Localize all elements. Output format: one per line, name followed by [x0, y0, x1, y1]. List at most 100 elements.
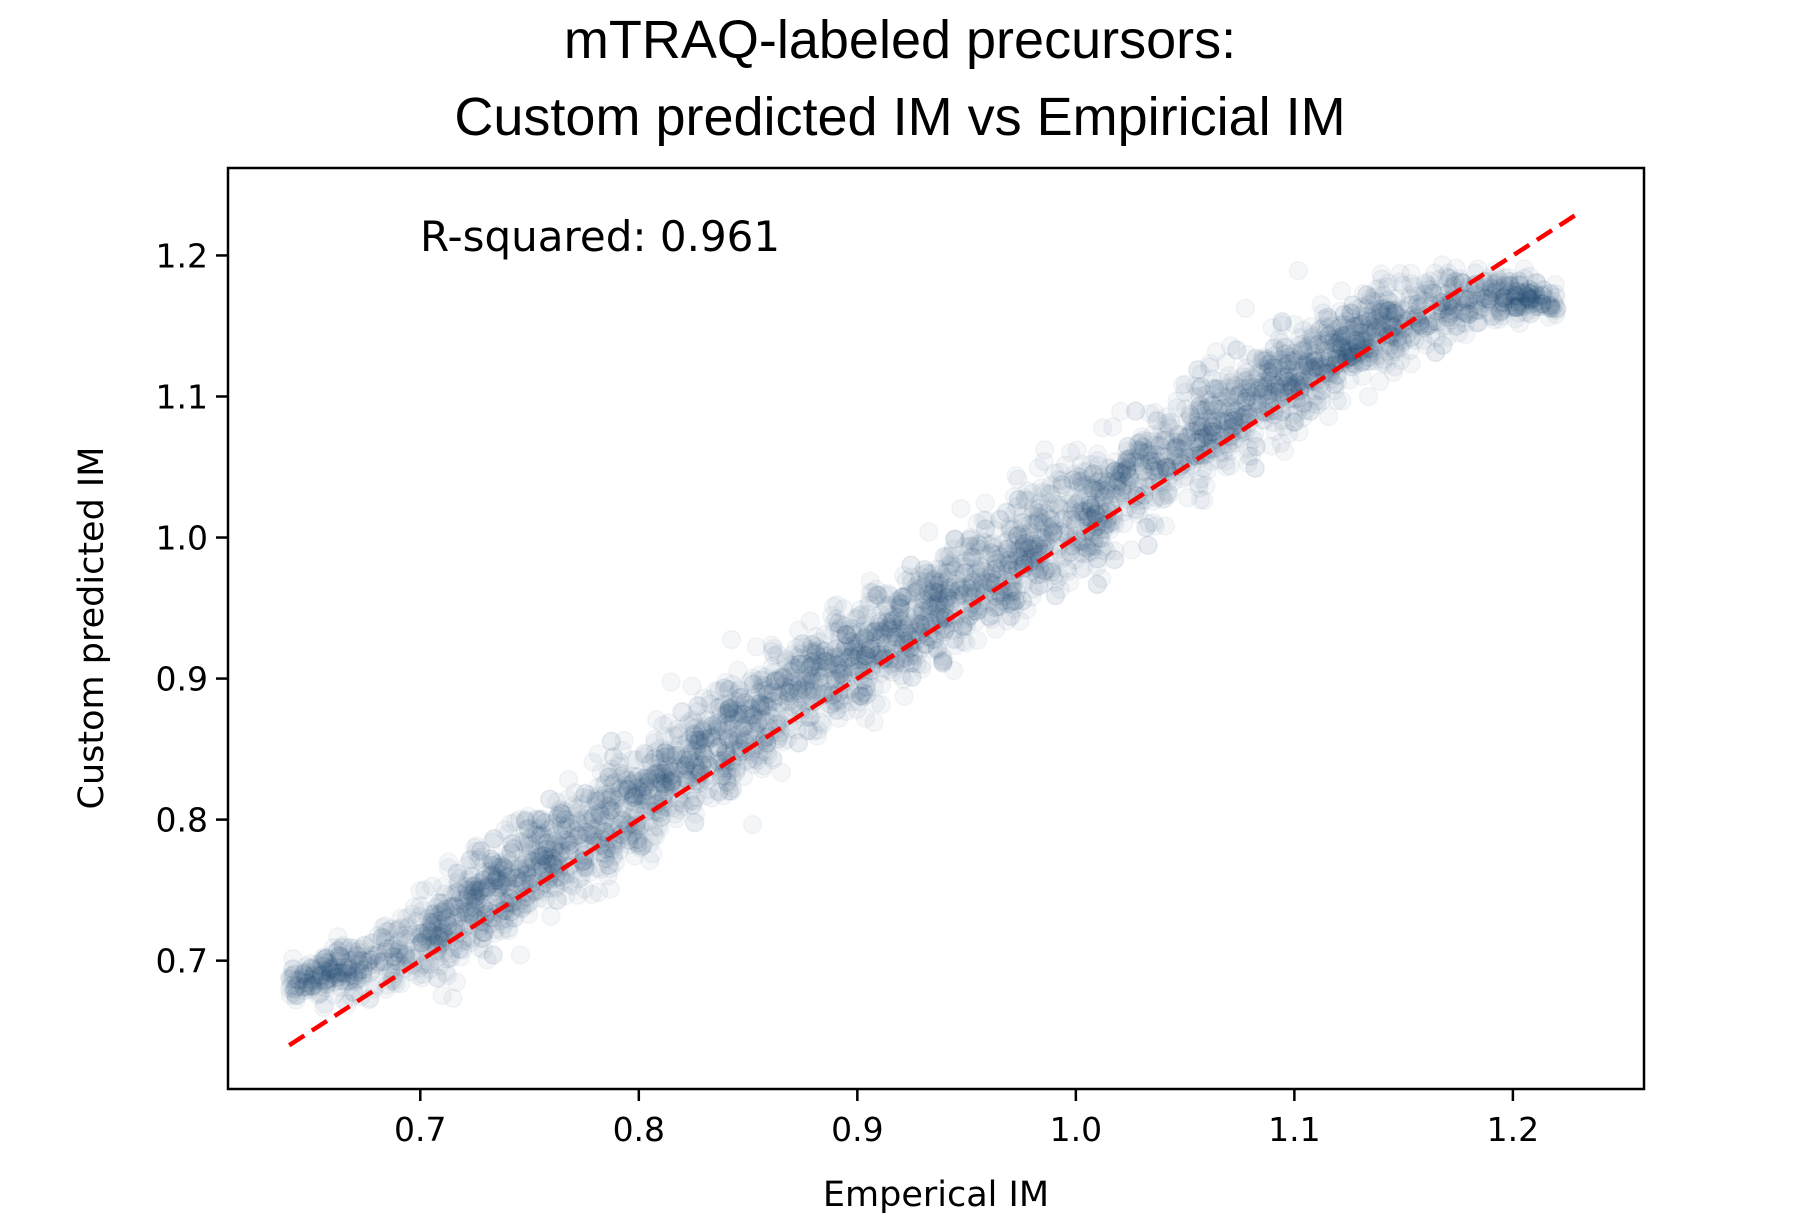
scatter-point: [1184, 421, 1205, 442]
scatter-point: [1071, 454, 1092, 475]
scatter-point: [1100, 458, 1120, 479]
scatter-point: [1413, 330, 1433, 350]
scatter-point: [842, 618, 863, 639]
scatter-point: [962, 547, 982, 567]
scatter-point: [1150, 444, 1171, 465]
scatter-point: [1245, 349, 1266, 369]
scatter-point: [460, 850, 480, 870]
scatter-point: [395, 948, 415, 968]
scatter-point: [422, 915, 443, 935]
scatter-point: [949, 586, 970, 607]
scatter-point: [500, 894, 520, 914]
scatter-point: [1121, 540, 1142, 560]
scatter-point: [1336, 314, 1356, 335]
scatter-point: [1033, 482, 1053, 502]
scatter-point: [1432, 255, 1453, 275]
scatter-point: [537, 854, 557, 875]
scatter-point: [705, 681, 726, 701]
scatter-point: [1382, 300, 1402, 320]
scatter-point: [1513, 283, 1534, 303]
scatter-point: [398, 918, 418, 938]
scatter-point: [1062, 499, 1082, 520]
scatter-point: [493, 871, 513, 892]
scatter-point: [923, 584, 943, 604]
scatter-point: [1245, 458, 1265, 478]
scatter-point: [498, 866, 519, 887]
scatter-point: [843, 642, 864, 663]
scatter-point: [551, 804, 571, 824]
scatter-point: [422, 923, 442, 943]
scatter-point: [1257, 375, 1277, 396]
scatter-point: [890, 617, 910, 638]
scatter-point: [413, 964, 434, 985]
scatter-point: [1155, 516, 1176, 536]
scatter-point: [788, 680, 808, 701]
scatter-point: [856, 677, 876, 697]
scatter-point: [1238, 438, 1259, 459]
scatter-point: [1215, 451, 1236, 471]
y-tick-label: 0.8: [156, 801, 208, 840]
scatter-point: [1191, 377, 1211, 397]
scatter-point: [473, 922, 494, 943]
scatter-point: [410, 881, 430, 901]
x-tick-label: 0.8: [613, 1110, 665, 1149]
scatter-point: [1236, 391, 1256, 411]
scatter-point: [333, 937, 353, 958]
scatter-point: [1262, 317, 1282, 338]
chart-title-line-1: mTRAQ-labeled precursors:: [564, 10, 1236, 70]
scatter-point: [991, 547, 1011, 568]
scatter-point: [542, 848, 562, 869]
x-tick-label: 1.0: [1050, 1110, 1102, 1149]
scatter-point: [1149, 435, 1170, 456]
scatter-point: [1158, 481, 1178, 502]
scatter-point: [1107, 475, 1127, 495]
scatter-point: [851, 605, 871, 625]
scatter-point: [603, 773, 624, 794]
scatter-point: [763, 691, 783, 712]
scatter-point: [828, 658, 849, 679]
scatter-point: [599, 807, 620, 828]
scatter-point: [1066, 494, 1086, 514]
scatter-point: [1224, 375, 1245, 395]
scatter-point: [468, 879, 488, 900]
scatter-point: [1190, 395, 1210, 416]
scatter-point: [301, 958, 321, 979]
scatter-point: [1128, 504, 1149, 524]
scatter-point: [556, 830, 577, 850]
scatter-point: [983, 604, 1003, 625]
scatter-point: [834, 658, 854, 678]
scatter-point: [556, 817, 576, 837]
scatter-point: [1135, 442, 1156, 462]
scatter-point: [1446, 258, 1466, 278]
scatter-point: [472, 928, 493, 949]
scatter-point: [871, 675, 892, 695]
scatter-point: [424, 907, 445, 927]
scatter-point: [1211, 410, 1232, 431]
scatter-point: [1408, 308, 1428, 329]
scatter-point: [1226, 401, 1246, 422]
scatter-point: [949, 579, 969, 600]
scatter-point: [1105, 461, 1125, 481]
scatter-point: [1104, 461, 1125, 482]
scatter-point: [802, 669, 823, 689]
scatter-point: [1004, 487, 1025, 507]
scatter-point: [1167, 435, 1187, 456]
scatter-point: [1190, 423, 1211, 443]
scatter-point: [728, 727, 748, 747]
scatter-point: [1540, 283, 1560, 304]
scatter-point: [1288, 350, 1309, 370]
scatter-point: [1517, 286, 1537, 307]
scatter-point: [458, 869, 479, 890]
scatter-point: [544, 831, 564, 851]
scatter-point: [680, 760, 700, 781]
scatter-point: [1316, 323, 1336, 343]
scatter-point: [951, 554, 972, 574]
scatter-point: [1125, 401, 1146, 421]
scatter-point: [1305, 336, 1326, 356]
scatter-point: [1206, 425, 1226, 445]
scatter-point: [1298, 356, 1318, 377]
scatter-point: [707, 726, 727, 746]
scatter-point: [655, 743, 676, 763]
scatter-point: [742, 707, 763, 727]
